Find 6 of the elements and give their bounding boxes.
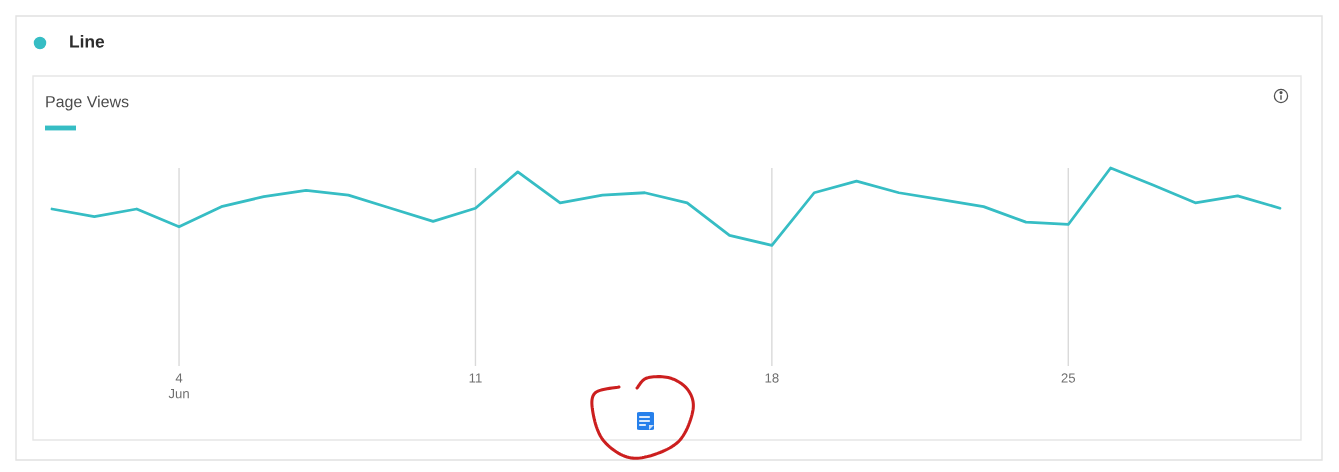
x-tick-label: 25: [1061, 373, 1076, 383]
x-tick-label: 4 Jun: [168, 373, 189, 399]
x-tick-label: 18: [765, 373, 779, 383]
x-tick-label: 11: [469, 373, 482, 383]
text: Page Views: [46, 95, 129, 111]
chart-title: Line: [70, 34, 105, 48]
